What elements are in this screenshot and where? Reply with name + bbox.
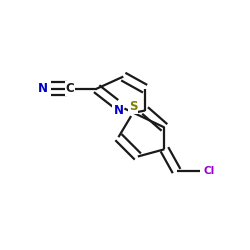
Text: N: N [38, 82, 48, 95]
Text: S: S [129, 100, 137, 113]
Text: N: N [114, 104, 124, 118]
Text: C: C [66, 82, 74, 95]
Text: Cl: Cl [204, 166, 215, 176]
